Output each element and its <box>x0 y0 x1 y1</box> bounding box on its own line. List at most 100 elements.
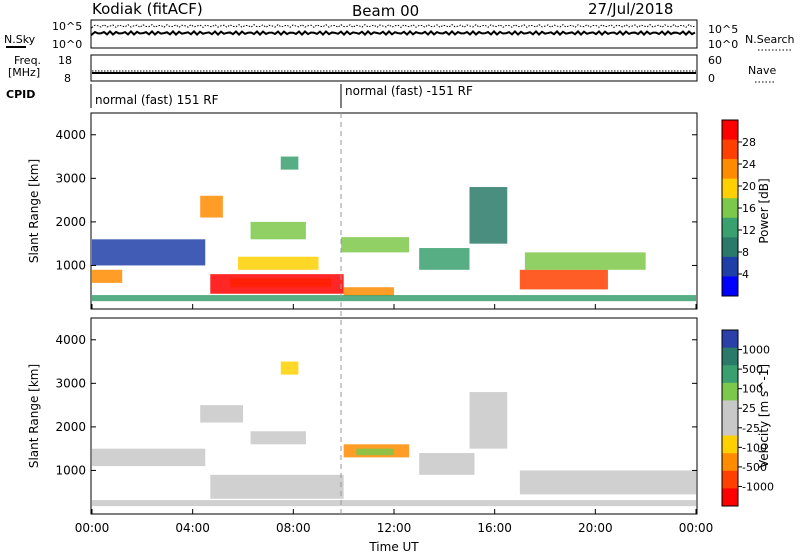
power-ytick-label: 2000 <box>55 215 86 229</box>
power-region-5 <box>238 257 319 270</box>
power-region-13 <box>281 157 299 170</box>
power-colorbar-swatch <box>722 179 738 199</box>
power-colorbar-tick-label: 4 <box>742 268 749 281</box>
power-ytick-label: 1000 <box>55 258 86 272</box>
power-region-7 <box>341 237 409 252</box>
x-tick-label: 12:00 <box>377 521 412 535</box>
x-axis-label: Time UT <box>368 540 419 554</box>
velocity-colorbar-swatch <box>722 330 738 348</box>
freq-label-2: [MHz] <box>8 66 40 79</box>
power-colorbar-label: Power [dB] <box>757 178 771 243</box>
velocity-colorbar-label: Velocity [m s^-1] <box>757 364 771 468</box>
power-colorbar-tick-label: 12 <box>742 224 756 237</box>
velocity-colorbar-swatch <box>722 453 738 471</box>
freq-tick-bottom: 8 <box>64 72 71 85</box>
power-colorbar-tick-label: 28 <box>742 136 756 149</box>
power-colorbar-tick-label: 16 <box>742 202 756 215</box>
cpid-segment-2: normal (fast) -151 RF <box>345 84 473 98</box>
velocity-colorbar-swatch <box>722 471 738 489</box>
beam-title: Beam 00 <box>352 2 419 20</box>
power-region-11 <box>92 239 205 265</box>
velocity-data <box>92 362 696 507</box>
velocity-region-6 <box>356 449 394 456</box>
station-title: Kodiak (fitACF) <box>92 0 203 18</box>
power-colorbar-swatch <box>722 120 738 140</box>
nsky-trace <box>92 31 695 34</box>
power-colorbar-swatch <box>722 198 738 218</box>
velocity-colorbar-tick-label: 25 <box>742 402 756 415</box>
power-colorbar-swatch <box>722 159 738 179</box>
cpid-label: CPID <box>6 88 35 101</box>
nsearch-tick-top: 10^5 <box>708 23 738 36</box>
nsky-tick-bottom: 10^0 <box>52 38 82 51</box>
nsearch-trace <box>92 25 695 28</box>
velocity-ylabel: Slant Range [km] <box>27 364 41 468</box>
velocity-colorbar-swatch <box>722 436 738 454</box>
cpid-segment-1: normal (fast) 151 RF <box>95 93 219 107</box>
x-tick-label: 16:00 <box>477 521 512 535</box>
x-tick-label: 04:00 <box>175 521 210 535</box>
power-data <box>92 157 696 302</box>
power-region-9 <box>470 187 508 244</box>
power-region-12 <box>200 196 223 218</box>
velocity-region-0 <box>210 475 343 499</box>
velocity-colorbar-swatch <box>722 348 738 366</box>
nave-label: Nave <box>748 64 776 77</box>
power-colorbar-tick-label: 24 <box>742 158 756 171</box>
power-colorbar-swatch <box>722 218 738 238</box>
power-region-3 <box>344 287 394 296</box>
velocity-region-7 <box>251 431 306 444</box>
nsky-traces <box>92 25 695 35</box>
power-ytick-label: 3000 <box>55 171 86 185</box>
power-colorbar-swatch <box>722 237 738 257</box>
power-colorbar-tick-label: 20 <box>742 180 756 193</box>
velocity-region-2 <box>419 453 474 475</box>
power-region-8 <box>419 248 469 270</box>
nave-tick-top: 60 <box>708 54 722 67</box>
power-colorbar-swatch <box>722 140 738 160</box>
nsearch-label: N.Search <box>745 33 795 46</box>
velocity-panel: 4000 3000 2000 1000 Slant Range [km] <box>27 318 697 514</box>
velocity-ytick-label: 4000 <box>55 333 86 347</box>
power-region-10 <box>525 252 646 269</box>
velocity-colorbar-swatch <box>722 383 738 401</box>
x-tick-label: 08:00 <box>276 521 311 535</box>
power-region-2 <box>520 270 608 290</box>
power-colorbar-tick-label: 8 <box>742 246 749 259</box>
nsky-tick-top: 10^5 <box>52 20 82 33</box>
velocity-region-4 <box>200 405 243 422</box>
velocity-region-8 <box>470 392 508 449</box>
velocity-colorbar-tick-label: -1000 <box>742 480 774 493</box>
velocity-colorbar-swatch <box>722 418 738 436</box>
freq-tick-top: 18 <box>58 54 72 67</box>
power-colorbar-swatch <box>722 257 738 277</box>
nsky-label: N.Sky <box>4 33 36 46</box>
power-panel: 4000 3000 2000 1000 Slant Range [km] <box>27 113 697 309</box>
freq-panel-frame <box>91 55 697 81</box>
velocity-colorbar-swatch <box>722 365 738 383</box>
nave-tick-bottom: 0 <box>708 72 715 85</box>
power-colorbar-swatch <box>722 276 738 296</box>
velocity-ytick-label: 1000 <box>55 463 86 477</box>
velocity-ytick-label: 3000 <box>55 376 86 390</box>
velocity-region-10 <box>92 500 696 506</box>
date-title: 27/Jul/2018 <box>588 0 673 18</box>
velocity-colorbar-swatch <box>722 488 738 506</box>
x-tick-label: 20:00 <box>578 521 613 535</box>
power-region-1 <box>230 279 331 288</box>
x-tick-label: 00:00 <box>679 521 714 535</box>
velocity-ytick-label: 2000 <box>55 420 86 434</box>
velocity-colorbar-tick-label: 1000 <box>742 344 770 357</box>
velocity-region-9 <box>281 362 299 375</box>
velocity-region-3 <box>92 449 205 466</box>
power-ytick-label: 4000 <box>55 128 86 142</box>
power-ylabel: Slant Range [km] <box>27 159 41 263</box>
velocity-colorbar-swatch <box>722 400 738 418</box>
power-region-6 <box>251 222 306 239</box>
nsearch-tick-bottom: 10^0 <box>708 38 738 51</box>
velocity-region-1 <box>520 470 696 494</box>
power-colorbar: 28 24 20 16 12 8 4 <box>722 120 756 297</box>
power-region-14 <box>92 295 696 301</box>
x-tick-label: 00:00 <box>75 521 110 535</box>
